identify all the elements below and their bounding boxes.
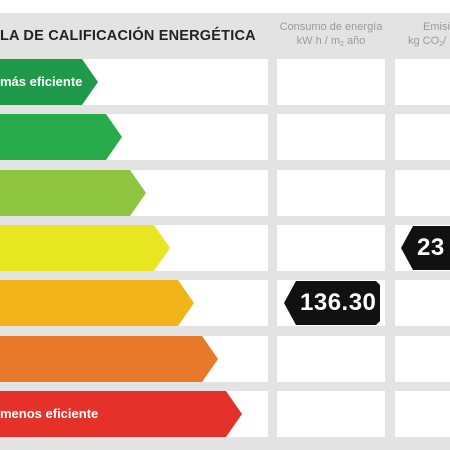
emissions-cell (395, 336, 450, 382)
consumption-header-line1: Consumo de energía (279, 21, 383, 33)
band-arrow-shape (0, 336, 218, 382)
band-arrow (0, 170, 146, 216)
band-arrow-shape (0, 280, 194, 326)
emissions-cell (395, 114, 450, 160)
emissions-badge: 23 (401, 226, 450, 270)
band-label: más eficiente (0, 74, 83, 89)
band-arrow-shape (0, 170, 146, 216)
page-title: LA DE CALIFICACIÓN ENERGÉTICA (0, 28, 256, 44)
emissions-column-header: Emisi kg CO2/ (408, 20, 450, 52)
consumption-cell (277, 225, 385, 271)
emissions-cell (395, 59, 450, 105)
band-arrow (0, 280, 194, 326)
band-arrow (0, 391, 242, 437)
emissions-cell (395, 170, 450, 216)
band-arrow (0, 336, 218, 382)
emissions-cell (395, 280, 450, 326)
band-label: menos eficiente (0, 406, 99, 421)
band-arrow (0, 114, 122, 160)
band-arrow (0, 59, 98, 105)
emissions-cell (395, 391, 450, 437)
consumption-badge: 136.30 (284, 281, 380, 325)
consumption-cell (277, 336, 385, 382)
consumption-badge-value: 136.30 (300, 289, 377, 316)
band-arrow (0, 225, 170, 271)
consumption-cell (277, 114, 385, 160)
emissions-header-line2: kg CO2/ (408, 35, 447, 48)
band-arrow-shape (0, 59, 98, 105)
consumption-column-header: Consumo de energía kW h / m2 año (276, 20, 386, 52)
band-arrow-shape (0, 114, 122, 160)
consumption-cell (277, 59, 385, 105)
consumption-cell (277, 391, 385, 437)
emissions-header-line1: Emisi (423, 21, 450, 33)
consumption-header-line2: kW h / m2 año (296, 35, 366, 48)
band-arrow-shape (0, 391, 242, 437)
emissions-badge-value: 23 (417, 234, 445, 261)
band-arrow-shape (0, 225, 170, 271)
consumption-cell (277, 170, 385, 216)
